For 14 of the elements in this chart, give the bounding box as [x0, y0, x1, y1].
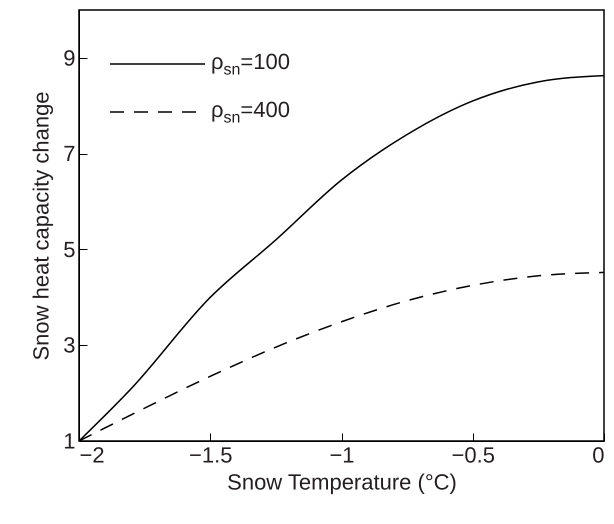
y-axis-title: Snow heat capacity change — [28, 91, 54, 361]
x-axis-title: Snow Temperature (°C) — [227, 470, 457, 494]
y-tick-label: 9 — [63, 45, 76, 70]
y-tick-label: 1 — [63, 428, 76, 454]
x-tick-label: −0.5 — [452, 442, 495, 468]
x-tick-label: −1.5 — [189, 442, 232, 468]
legend-label: ρ$_{sn}$=400 — [211, 96, 290, 128]
x-tick-label: −1 — [329, 442, 355, 468]
y-tick-label: 3 — [63, 332, 76, 358]
legend-label: ρ$_{sn}$=100 — [211, 48, 290, 80]
y-tick-label: 7 — [63, 141, 76, 166]
y-tick-label: 5 — [63, 236, 76, 262]
x-tick-label: −2 — [80, 442, 105, 468]
x-tick-label: 0 — [592, 442, 604, 468]
